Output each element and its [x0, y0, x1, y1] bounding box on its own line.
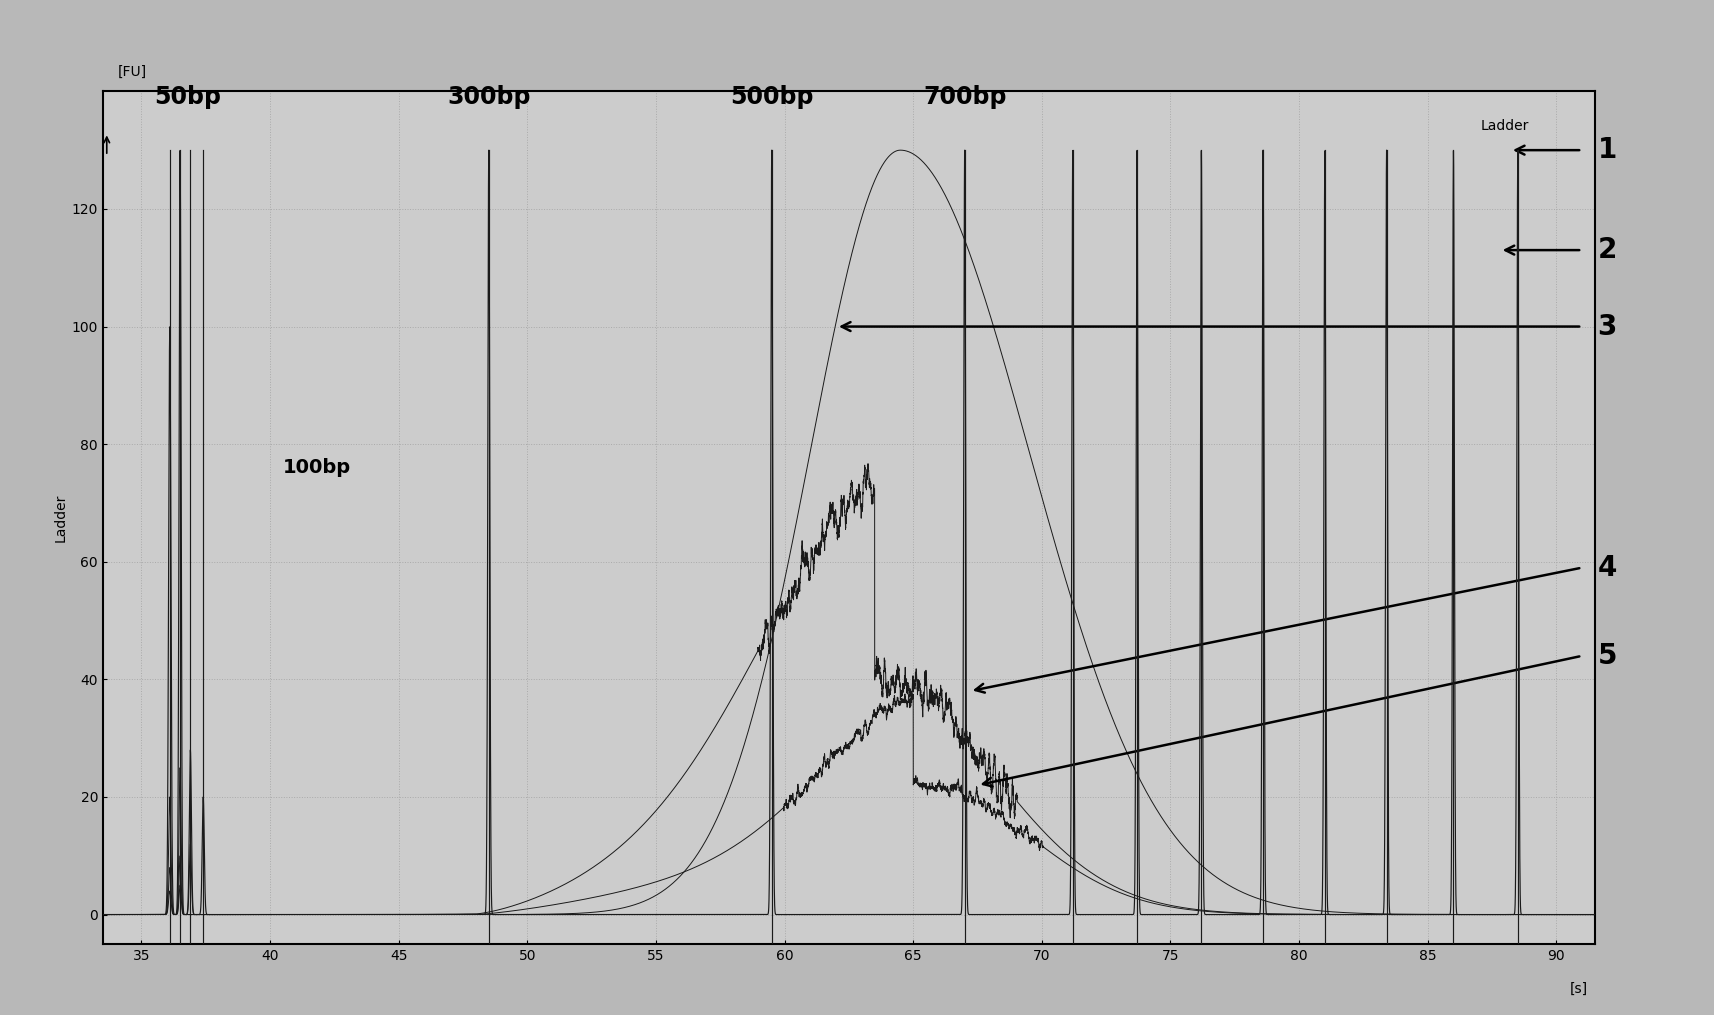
Text: 100bp: 100bp: [283, 458, 351, 477]
Text: 50bp: 50bp: [154, 85, 221, 109]
Text: [s]: [s]: [1568, 983, 1587, 997]
Text: 4: 4: [1596, 553, 1616, 582]
Text: 300bp: 300bp: [447, 85, 530, 109]
Text: Ladder: Ladder: [55, 493, 69, 542]
Text: 2: 2: [1596, 236, 1616, 264]
Text: Ladder: Ladder: [1479, 119, 1529, 133]
Text: 700bp: 700bp: [922, 85, 1006, 109]
Text: 3: 3: [1596, 313, 1616, 341]
Text: 500bp: 500bp: [730, 85, 812, 109]
Text: 5: 5: [1596, 641, 1616, 670]
Text: [FU]: [FU]: [118, 65, 147, 78]
Text: 1: 1: [1596, 136, 1616, 164]
